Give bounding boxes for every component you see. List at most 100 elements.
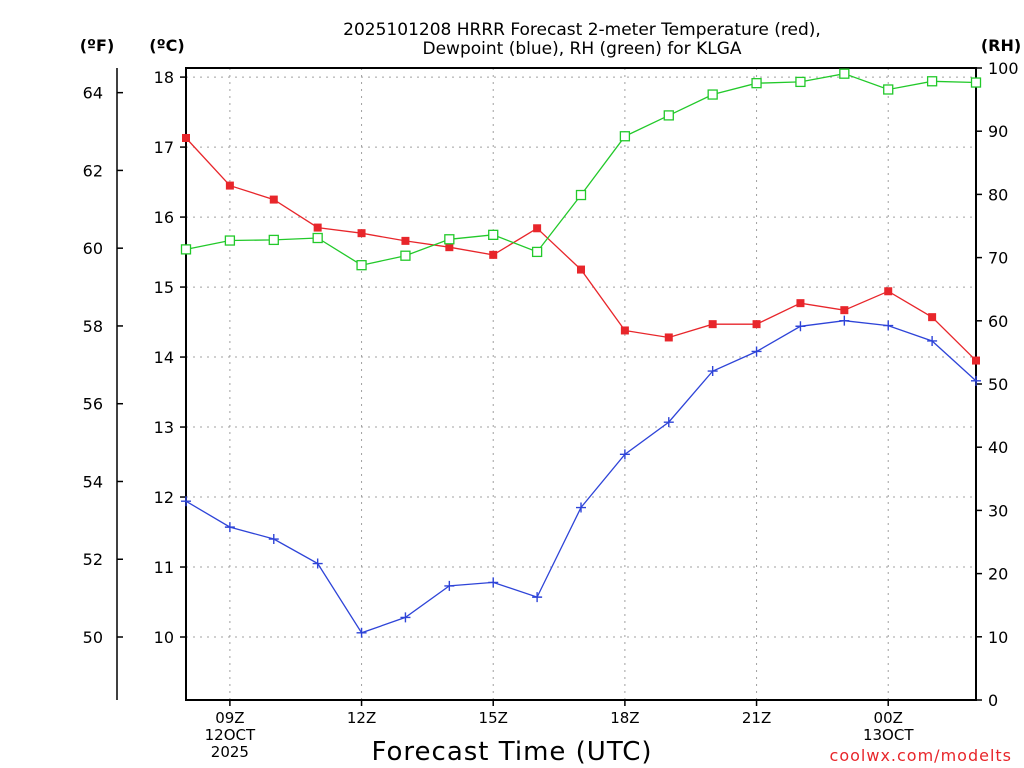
temperature-point [664, 333, 673, 342]
fahrenheit-tick-label: 60 [83, 239, 103, 258]
fahrenheit-tick-label: 50 [83, 628, 103, 647]
rh-point [926, 76, 938, 87]
dewpoint-point [619, 449, 630, 460]
rh-line [185, 73, 977, 266]
temperature-point [620, 326, 629, 335]
rh-point [531, 246, 543, 258]
dewpoint-point [795, 321, 806, 332]
dewpoint-point [488, 577, 499, 588]
celsius-tick-label: 13 [154, 418, 174, 437]
x-tick-label: 21Z [742, 709, 771, 727]
dewpoint-point [971, 375, 981, 386]
fahrenheit-tick-label: 56 [83, 395, 103, 414]
dewpoint-point [883, 320, 894, 331]
temperature-point [972, 356, 980, 365]
rh-tick-label: 60 [988, 312, 1008, 331]
rh-point [663, 110, 674, 121]
dewpoint-point [224, 522, 235, 533]
temperature-point [313, 223, 322, 232]
dewpoint-point [356, 627, 367, 638]
celsius-unit-label: (ºC) [149, 36, 184, 55]
rh-point [707, 89, 718, 100]
chart-title-line-1: 2025101208 HRRR Forecast 2-meter Tempera… [343, 20, 821, 40]
rh-tick-label: 0 [988, 691, 998, 710]
celsius-tick-label: 15 [154, 278, 174, 297]
rh-tick-label: 70 [988, 249, 1008, 268]
temperature-point [708, 320, 717, 329]
temperature-point [489, 250, 498, 259]
dewpoint-point [839, 315, 850, 326]
dewpoint-point [444, 580, 455, 591]
rh-tick-label: 80 [988, 185, 1008, 204]
dewpoint-point [400, 612, 411, 623]
celsius-tick-label: 12 [154, 488, 174, 507]
rh-point [180, 244, 192, 255]
dewpoint-point [707, 366, 718, 377]
rh-point [356, 260, 367, 271]
plot-frame [185, 67, 977, 701]
temperature-point [840, 306, 849, 315]
chart-title-line-2: Dewpoint (blue), RH (green) for KLGA [423, 39, 742, 59]
rh-point [751, 78, 762, 89]
dewpoint-line [185, 320, 977, 634]
rh-tick-label: 50 [988, 375, 1008, 394]
grid-lines [186, 68, 976, 700]
temperature-point [225, 181, 234, 190]
rh-point [224, 235, 236, 246]
rh-point [312, 232, 323, 244]
rh-point [488, 229, 499, 240]
rh-tick-label: 30 [988, 501, 1008, 520]
celsius-tick-label: 18 [154, 68, 174, 87]
celsius-tick-label: 10 [154, 628, 174, 647]
fahrenheit-tick-label: 64 [83, 84, 103, 103]
rh-tick-label: 10 [988, 628, 1008, 647]
rh-point [268, 234, 279, 246]
x-tick-label: 18Z [610, 709, 639, 727]
rh-point [444, 234, 455, 245]
x-tick-label: 00Z [874, 709, 903, 727]
dewpoint-point [663, 417, 674, 428]
temperature-point [182, 133, 190, 142]
rh-point [883, 84, 894, 95]
temperature-point [533, 224, 542, 233]
rh-tick-label: 90 [988, 122, 1008, 141]
temperature-point [752, 320, 761, 329]
temperature-point [796, 299, 805, 308]
celsius-tick-label: 17 [154, 138, 174, 157]
dewpoint-point [268, 534, 279, 545]
dewpoint-point [532, 592, 543, 603]
dewpoint-point [927, 335, 938, 346]
data-series [180, 68, 982, 638]
fahrenheit-unit-label: (ºF) [80, 36, 115, 55]
temperature-point [928, 313, 937, 322]
x-tick-label: 09Z [215, 709, 244, 727]
rh-point [400, 250, 411, 261]
axis-ticks: 10 11 12 13 14 15 16 17 18 50 52 54 56 58 60 62 64 0 10 20 3… [83, 59, 1019, 761]
rh-point [795, 76, 806, 88]
rh-tick-label: 100 [988, 59, 1019, 78]
dewpoint-point [576, 502, 586, 513]
x-tick-label: 12Z [347, 709, 376, 727]
rh-point [575, 189, 587, 201]
dewpoint-point [181, 496, 191, 507]
x-tick-label: 13OCT [863, 726, 914, 744]
fahrenheit-tick-label: 54 [83, 472, 103, 491]
celsius-tick-label: 14 [154, 348, 174, 367]
x-axis-label: Forecast Time (UTC) [371, 737, 652, 767]
fahrenheit-tick-label: 52 [83, 550, 103, 569]
celsius-tick-label: 11 [154, 558, 174, 577]
rh-point [970, 77, 982, 88]
temperature-line [185, 137, 977, 362]
rh-point [839, 68, 850, 79]
temperature-point [357, 229, 366, 238]
rh-tick-label: 40 [988, 438, 1008, 457]
fahrenheit-tick-label: 58 [83, 317, 103, 336]
temperature-point [445, 243, 454, 252]
temperature-point [401, 236, 410, 245]
rh-tick-label: 20 [988, 565, 1008, 584]
x-tick-label: 12OCT [205, 726, 256, 744]
temperature-point [577, 265, 585, 274]
x-tick-label: 15Z [479, 709, 508, 727]
celsius-tick-label: 16 [154, 208, 174, 227]
